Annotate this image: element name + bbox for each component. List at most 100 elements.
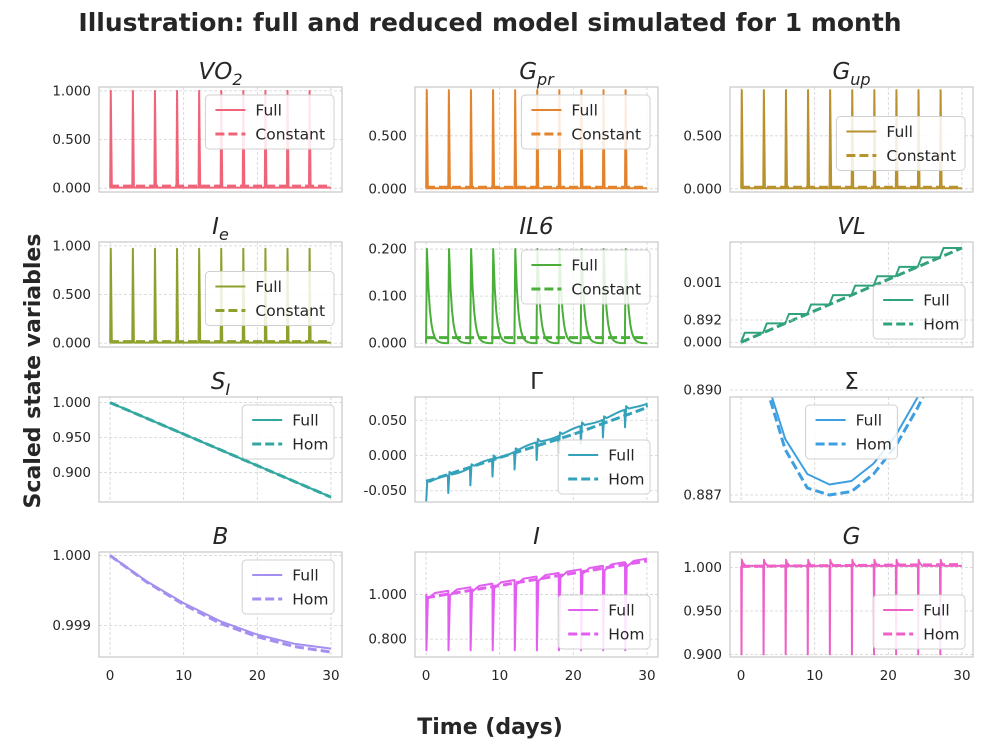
legend-label: Full xyxy=(292,412,319,430)
legend-box xyxy=(241,404,335,460)
plot-frame xyxy=(729,241,974,348)
legend-label: Full xyxy=(255,102,282,120)
subplot-title: Γ xyxy=(530,369,543,395)
y-tick-label: 1.000 xyxy=(368,587,407,603)
y-tick-label: 0.892 xyxy=(683,313,722,329)
title-base: IL6 xyxy=(519,214,553,240)
subplot-vl: 0.000 0.001 VL Full Hom xyxy=(683,214,974,351)
series-line-hom xyxy=(425,559,648,600)
legend-label: Hom xyxy=(923,316,959,334)
subplot-gup: 0.000 0.500 Gup Full Constant xyxy=(683,59,974,197)
y-tick-label: 0.500 xyxy=(52,132,91,148)
x-tick-label: 10 xyxy=(806,668,823,684)
legend-label: Constant xyxy=(255,302,325,320)
title-base: S xyxy=(211,369,226,395)
legend-box xyxy=(805,404,898,460)
y-tick-label: 0.500 xyxy=(683,128,722,144)
legend-box xyxy=(241,559,335,615)
legend-label: Hom xyxy=(608,471,644,489)
subplot-title: SI xyxy=(211,369,231,399)
subplot-title: VL xyxy=(837,214,866,240)
legend: Full Hom xyxy=(557,594,651,650)
subplot-title: Gpr xyxy=(519,59,555,89)
series-line-hom xyxy=(741,563,962,568)
x-tick-label: 20 xyxy=(565,668,582,684)
series-line-full xyxy=(740,89,962,190)
subplot-g: 0.900 0.950 1.000 0 10 20 30 G Full Hom xyxy=(683,524,974,684)
legend: Full Hom xyxy=(805,404,898,460)
legend-label: Full xyxy=(923,602,950,620)
legend-label: Constant xyxy=(571,281,641,299)
y-tick-label: -0.050 xyxy=(363,483,407,499)
y-tick-label: 1.000 xyxy=(52,83,91,99)
legend-label: Hom xyxy=(292,436,328,454)
subplot-grid: 0.000 0.500 1.000 VO2 Full Constant 0.000 0.500… xyxy=(52,59,974,684)
y-tick-label: 0.200 xyxy=(368,242,407,258)
series-line-hom xyxy=(109,554,332,654)
legend-box xyxy=(520,249,651,305)
x-tick-label: 0 xyxy=(422,668,431,684)
y-tick-label: 0.000 xyxy=(52,181,91,197)
title-base: G xyxy=(843,524,861,550)
plot-frame xyxy=(98,86,343,193)
legend-box xyxy=(557,594,651,650)
legend: Full Hom xyxy=(872,594,966,650)
y-tick-label: 0.900 xyxy=(683,647,722,663)
legend: Full Hom xyxy=(872,284,966,340)
y-tick-label: 0.950 xyxy=(683,604,722,620)
y-tick-label: 0.000 xyxy=(52,336,91,352)
plot-frame xyxy=(414,241,659,348)
legend-label: Constant xyxy=(255,126,325,144)
legend: Full Hom xyxy=(557,439,651,495)
legend-label: Hom xyxy=(923,626,959,644)
legend-label: Full xyxy=(886,123,913,141)
subplot-title: I xyxy=(533,524,540,550)
x-tick-label: 20 xyxy=(880,668,897,684)
y-tick-label: 0.999 xyxy=(52,618,91,634)
legend-label: Full xyxy=(571,102,598,120)
y-tick-label: 0.500 xyxy=(52,287,91,303)
plot-frame xyxy=(98,396,343,503)
title-subscript: up xyxy=(850,70,870,89)
legend-label: Constant xyxy=(886,147,956,165)
subplot-gamma: -0.050 0.000 0.050 Γ Full Hom xyxy=(363,369,659,503)
legend-label: Full xyxy=(255,278,282,296)
title-base: Σ xyxy=(844,369,859,395)
legend-box xyxy=(872,594,966,650)
y-tick-label: 1.000 xyxy=(52,238,91,254)
series-line-full xyxy=(109,247,331,344)
y-tick-label: 0.890 xyxy=(683,383,722,399)
legend-box xyxy=(835,116,966,171)
y-tick-label: 0.000 xyxy=(368,448,407,464)
legend-label: Hom xyxy=(608,626,644,644)
subplot-sigma: 0.887 0.890 0.892 Σ Full Hom xyxy=(683,313,974,504)
y-tick-label: 0.100 xyxy=(368,289,407,305)
figure-title: Illustration: full and reduced model sim… xyxy=(78,8,901,37)
subplot-title: B xyxy=(213,524,229,550)
title-base: G xyxy=(519,59,537,85)
legend-label: Full xyxy=(608,447,635,465)
x-tick-label: 30 xyxy=(953,668,970,684)
plot-frame xyxy=(729,551,974,658)
subplot-title: IL6 xyxy=(519,214,553,240)
title-base: G xyxy=(832,59,850,85)
y-tick-label: 0.500 xyxy=(368,128,407,144)
title-base: Γ xyxy=(530,369,543,395)
y-tick-label: 1.000 xyxy=(683,560,722,576)
subplot-title: Ie xyxy=(212,214,229,244)
title-subscript: pr xyxy=(536,70,555,89)
x-tick-label: 30 xyxy=(322,668,339,684)
subplot-il6: 0.000 0.100 0.200 IL6 Full Constant xyxy=(368,214,659,352)
subplot-title: Σ xyxy=(844,369,859,395)
legend-box xyxy=(204,94,335,150)
legend: Full Constant xyxy=(520,94,651,150)
legend-label: Hom xyxy=(292,591,328,609)
legend-label: Hom xyxy=(856,436,892,454)
y-tick-label: 0.001 xyxy=(683,275,722,291)
figure-xlabel: Time (days) xyxy=(417,715,563,740)
legend-box xyxy=(520,94,651,150)
legend-label: Full xyxy=(608,602,635,620)
title-base: I xyxy=(533,524,540,550)
subplot-vo2: 0.000 0.500 1.000 VO2 Full Constant xyxy=(52,59,343,197)
